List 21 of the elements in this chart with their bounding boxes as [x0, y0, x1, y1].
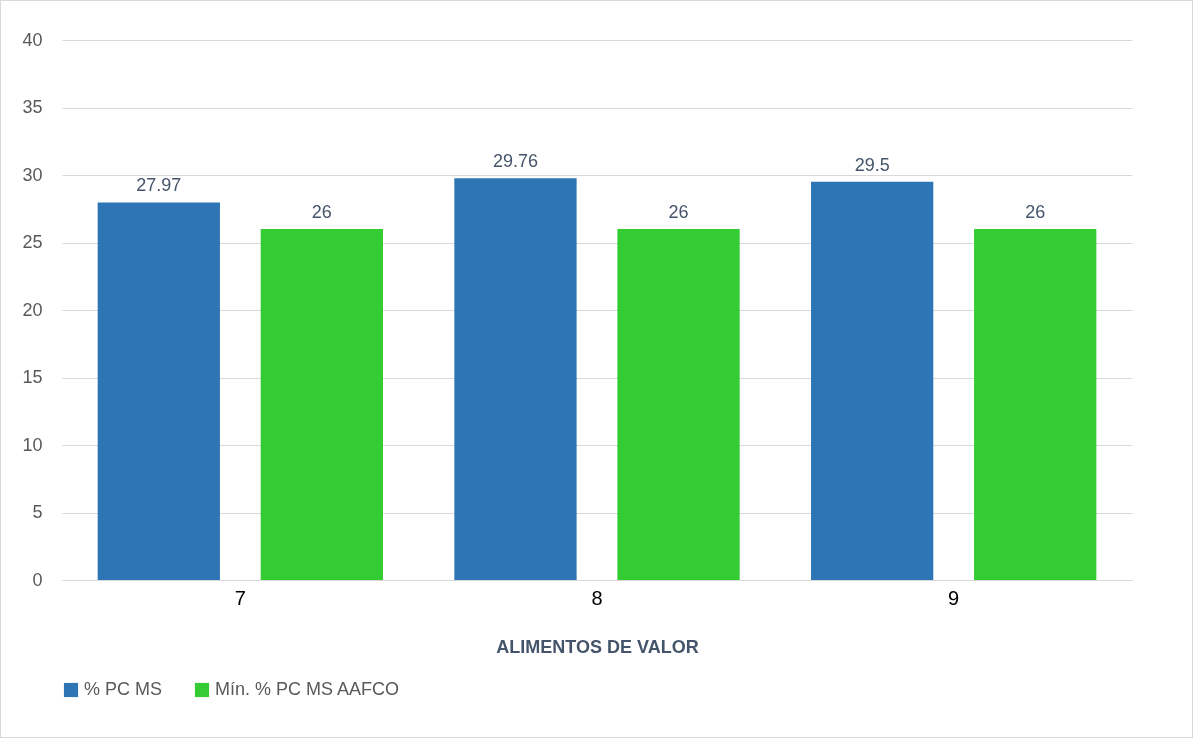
data-label: 29.76	[492, 151, 538, 172]
x-tick-label: 8	[591, 586, 603, 609]
y-tick-label: 15	[22, 367, 43, 387]
y-tick-label: 5	[32, 502, 43, 522]
data-label: 26	[1025, 202, 1046, 222]
y-tick-label: 25	[22, 232, 43, 252]
legend-label: % PC MS	[84, 679, 163, 699]
y-tick-label: 40	[22, 29, 43, 50]
y-tick-label: 0	[32, 569, 43, 590]
legend-label: Mín. % PC MS AAFCO	[215, 679, 400, 699]
x-tick-label: 9	[948, 586, 960, 609]
y-tick-label: 35	[22, 97, 43, 117]
data-label: 26	[311, 202, 332, 222]
y-tick-label: 30	[22, 164, 43, 185]
y-tick-label: 20	[22, 299, 43, 320]
data-label: 27.97	[136, 175, 182, 196]
y-tick-label: 10	[22, 434, 43, 455]
x-axis-title: ALIMENTOS DE VALOR	[496, 636, 699, 657]
x-tick-label: 7	[234, 586, 246, 609]
data-label: 26	[668, 202, 689, 222]
data-label: 29.5	[854, 154, 890, 175]
